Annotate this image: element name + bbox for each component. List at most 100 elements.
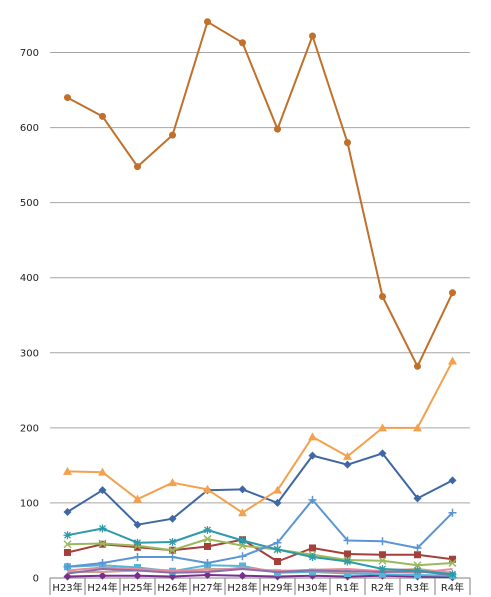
data-point	[343, 557, 352, 566]
data-point	[238, 552, 247, 561]
y-tick-label: 0	[33, 574, 39, 585]
y-tick-label: 300	[20, 348, 39, 359]
data-point	[98, 539, 107, 548]
series-2	[63, 356, 457, 517]
data-point	[378, 564, 387, 573]
data-point	[204, 18, 211, 26]
data-point	[414, 551, 421, 559]
series-6	[63, 534, 457, 570]
data-point	[343, 451, 352, 460]
data-point	[98, 571, 107, 580]
data-point	[63, 562, 72, 571]
series-line	[67, 574, 453, 579]
data-point	[203, 558, 212, 567]
x-tick-label: H26年	[157, 581, 187, 594]
data-point	[64, 548, 71, 556]
x-tick-label: H28年	[227, 581, 257, 594]
data-point	[238, 571, 247, 580]
data-point	[63, 540, 72, 549]
data-point	[169, 131, 176, 139]
series-line	[66, 452, 453, 526]
data-point	[168, 552, 177, 561]
x-tick-label: H25年	[122, 581, 152, 594]
x-tick-label: H30年	[297, 581, 327, 594]
data-point	[134, 543, 141, 551]
data-point	[413, 543, 422, 552]
data-point	[168, 537, 177, 546]
series-4	[63, 495, 457, 571]
data-point	[309, 32, 316, 40]
x-tick-label: H24年	[87, 581, 117, 594]
data-point	[449, 289, 456, 297]
x-tick-label: R2年	[371, 581, 394, 594]
data-point	[238, 508, 247, 517]
series-line	[67, 360, 454, 514]
data-point	[448, 570, 457, 579]
data-point	[448, 356, 457, 365]
data-point	[63, 572, 72, 581]
data-point	[168, 514, 177, 523]
data-point	[134, 563, 141, 571]
series-line	[67, 568, 453, 576]
y-tick-label: 400	[20, 273, 39, 284]
data-point	[133, 494, 142, 503]
data-point	[344, 139, 351, 147]
data-point	[343, 460, 352, 469]
x-axis: H23年 H24年 H25年 H26年 H27年 H28年 H29年 H30年 R1年 R2年 R3…	[49, 577, 471, 595]
data-point	[203, 525, 212, 534]
data-point	[449, 555, 456, 563]
x-tick-label: R1年	[336, 581, 359, 594]
data-point	[133, 520, 142, 529]
data-point	[344, 569, 351, 577]
data-point	[379, 551, 386, 559]
data-point	[343, 536, 352, 545]
data-point	[413, 566, 422, 575]
series-line	[67, 538, 453, 567]
x-tick-label: H27年	[192, 581, 222, 594]
data-point	[273, 538, 282, 547]
data-point	[133, 571, 142, 580]
series-line	[67, 538, 453, 563]
data-point	[238, 485, 247, 494]
data-point	[413, 494, 422, 503]
data-point	[414, 571, 421, 579]
x-tick-label: R3年	[406, 581, 429, 594]
series-line	[67, 527, 453, 576]
data-point	[98, 524, 107, 533]
data-point	[133, 538, 142, 547]
y-axis: 0 100 200 300 400 500 600 700	[20, 48, 39, 584]
data-point	[203, 484, 212, 493]
y-tick-label: 600	[20, 123, 39, 134]
data-point	[273, 485, 282, 494]
data-point	[378, 423, 387, 432]
data-point	[308, 552, 317, 561]
series-line	[67, 20, 454, 368]
data-point	[273, 498, 282, 507]
data-point	[64, 94, 71, 102]
data-point	[98, 467, 107, 476]
y-tick-label: 100	[20, 498, 39, 509]
data-point	[378, 556, 387, 565]
series-group	[63, 18, 457, 582]
series-5	[63, 524, 457, 579]
series-7	[64, 536, 456, 565]
data-point	[63, 531, 72, 540]
data-point	[448, 476, 457, 485]
data-point	[239, 39, 246, 47]
series-8	[67, 568, 453, 576]
data-point	[239, 562, 246, 570]
data-point	[344, 550, 351, 558]
data-point	[378, 449, 387, 458]
series-line	[67, 498, 454, 568]
data-point	[98, 558, 107, 567]
data-point	[379, 293, 386, 301]
y-tick-label: 500	[20, 198, 39, 209]
data-point	[414, 362, 421, 370]
data-point	[309, 544, 316, 552]
y-tick-label: 200	[20, 423, 39, 434]
data-point	[98, 486, 107, 495]
data-point	[413, 423, 422, 432]
data-point	[448, 558, 457, 568]
data-point	[378, 537, 387, 546]
